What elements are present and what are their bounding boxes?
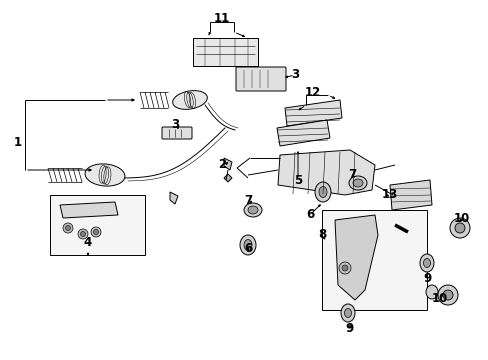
Text: 6: 6 [244,242,252,255]
Polygon shape [285,100,341,126]
Text: 9: 9 [422,271,430,284]
Text: 10: 10 [453,211,469,225]
Ellipse shape [240,235,256,255]
Text: 8: 8 [317,229,325,242]
Polygon shape [276,120,329,146]
Ellipse shape [85,164,125,186]
Ellipse shape [437,285,457,305]
Ellipse shape [352,179,362,187]
Polygon shape [60,202,118,218]
Ellipse shape [244,239,251,251]
Ellipse shape [423,258,429,267]
Text: 3: 3 [290,68,299,81]
Ellipse shape [442,290,452,300]
Ellipse shape [454,223,464,233]
Text: 9: 9 [345,321,353,334]
Bar [50,195,145,255]
Ellipse shape [425,285,437,299]
Ellipse shape [419,254,433,272]
Ellipse shape [244,203,262,217]
Polygon shape [334,215,377,300]
Circle shape [93,230,98,234]
Ellipse shape [348,176,366,190]
Circle shape [341,265,347,271]
Text: 2: 2 [218,158,225,171]
Circle shape [338,262,350,274]
Ellipse shape [172,91,207,109]
Polygon shape [170,192,178,204]
Ellipse shape [344,309,351,318]
Text: 7: 7 [244,194,251,207]
Text: 5: 5 [293,174,302,186]
Ellipse shape [318,186,326,198]
Text: 4: 4 [84,235,92,248]
Circle shape [78,229,88,239]
Text: 13: 13 [381,189,397,202]
Text: 3: 3 [171,118,179,131]
Text: 10: 10 [431,292,447,305]
Text: 7: 7 [347,168,355,181]
Ellipse shape [314,182,330,202]
Ellipse shape [247,206,258,214]
FancyBboxPatch shape [236,67,285,91]
Circle shape [91,227,101,237]
FancyBboxPatch shape [162,127,192,139]
Circle shape [65,225,70,230]
Text: 11: 11 [213,12,230,24]
Circle shape [81,231,85,237]
Bar [193,38,258,66]
Bar [321,210,426,310]
Text: 12: 12 [304,85,321,99]
Text: 6: 6 [305,208,313,221]
Polygon shape [389,180,431,210]
Text: 1: 1 [14,135,22,148]
Polygon shape [224,174,231,182]
Circle shape [63,223,73,233]
Ellipse shape [449,218,469,238]
Polygon shape [224,158,231,170]
Polygon shape [278,150,374,195]
Ellipse shape [340,304,354,322]
